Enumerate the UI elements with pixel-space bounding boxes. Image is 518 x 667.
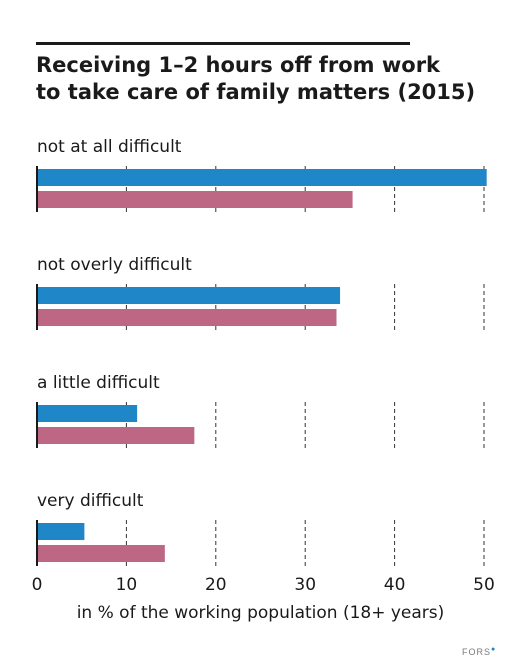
bar-series-b (37, 427, 195, 444)
fors-logo: FORS● (462, 646, 497, 657)
category-label: not overly difficult (37, 255, 192, 275)
bar-series-b (37, 545, 165, 562)
bar-series-b (37, 191, 353, 208)
bar-series-a (37, 405, 138, 422)
bar-series-a (37, 287, 341, 304)
category-label: a little difficult (37, 373, 160, 393)
bar-series-a (37, 523, 85, 540)
category-label: very difficult (37, 491, 144, 511)
title-line-1: Receiving 1–2 hours off from work (36, 53, 441, 77)
tick-label: 0 (32, 575, 43, 595)
bar-series-b (37, 309, 337, 326)
category-label: not at all difficult (37, 137, 182, 157)
tick-label: 30 (294, 575, 316, 595)
bar-series-a (37, 169, 487, 186)
chart-title: Receiving 1–2 hours off from work to tak… (36, 52, 476, 106)
tick-label: 40 (384, 575, 406, 595)
title-rule (36, 42, 410, 45)
tick-label: 20 (205, 575, 227, 595)
tick-label: 10 (116, 575, 138, 595)
title-line-2: to take care of family matters (2015) (36, 80, 476, 104)
tick-label: 50 (473, 575, 495, 595)
x-axis-label: in % of the working population (18+ year… (77, 603, 445, 623)
